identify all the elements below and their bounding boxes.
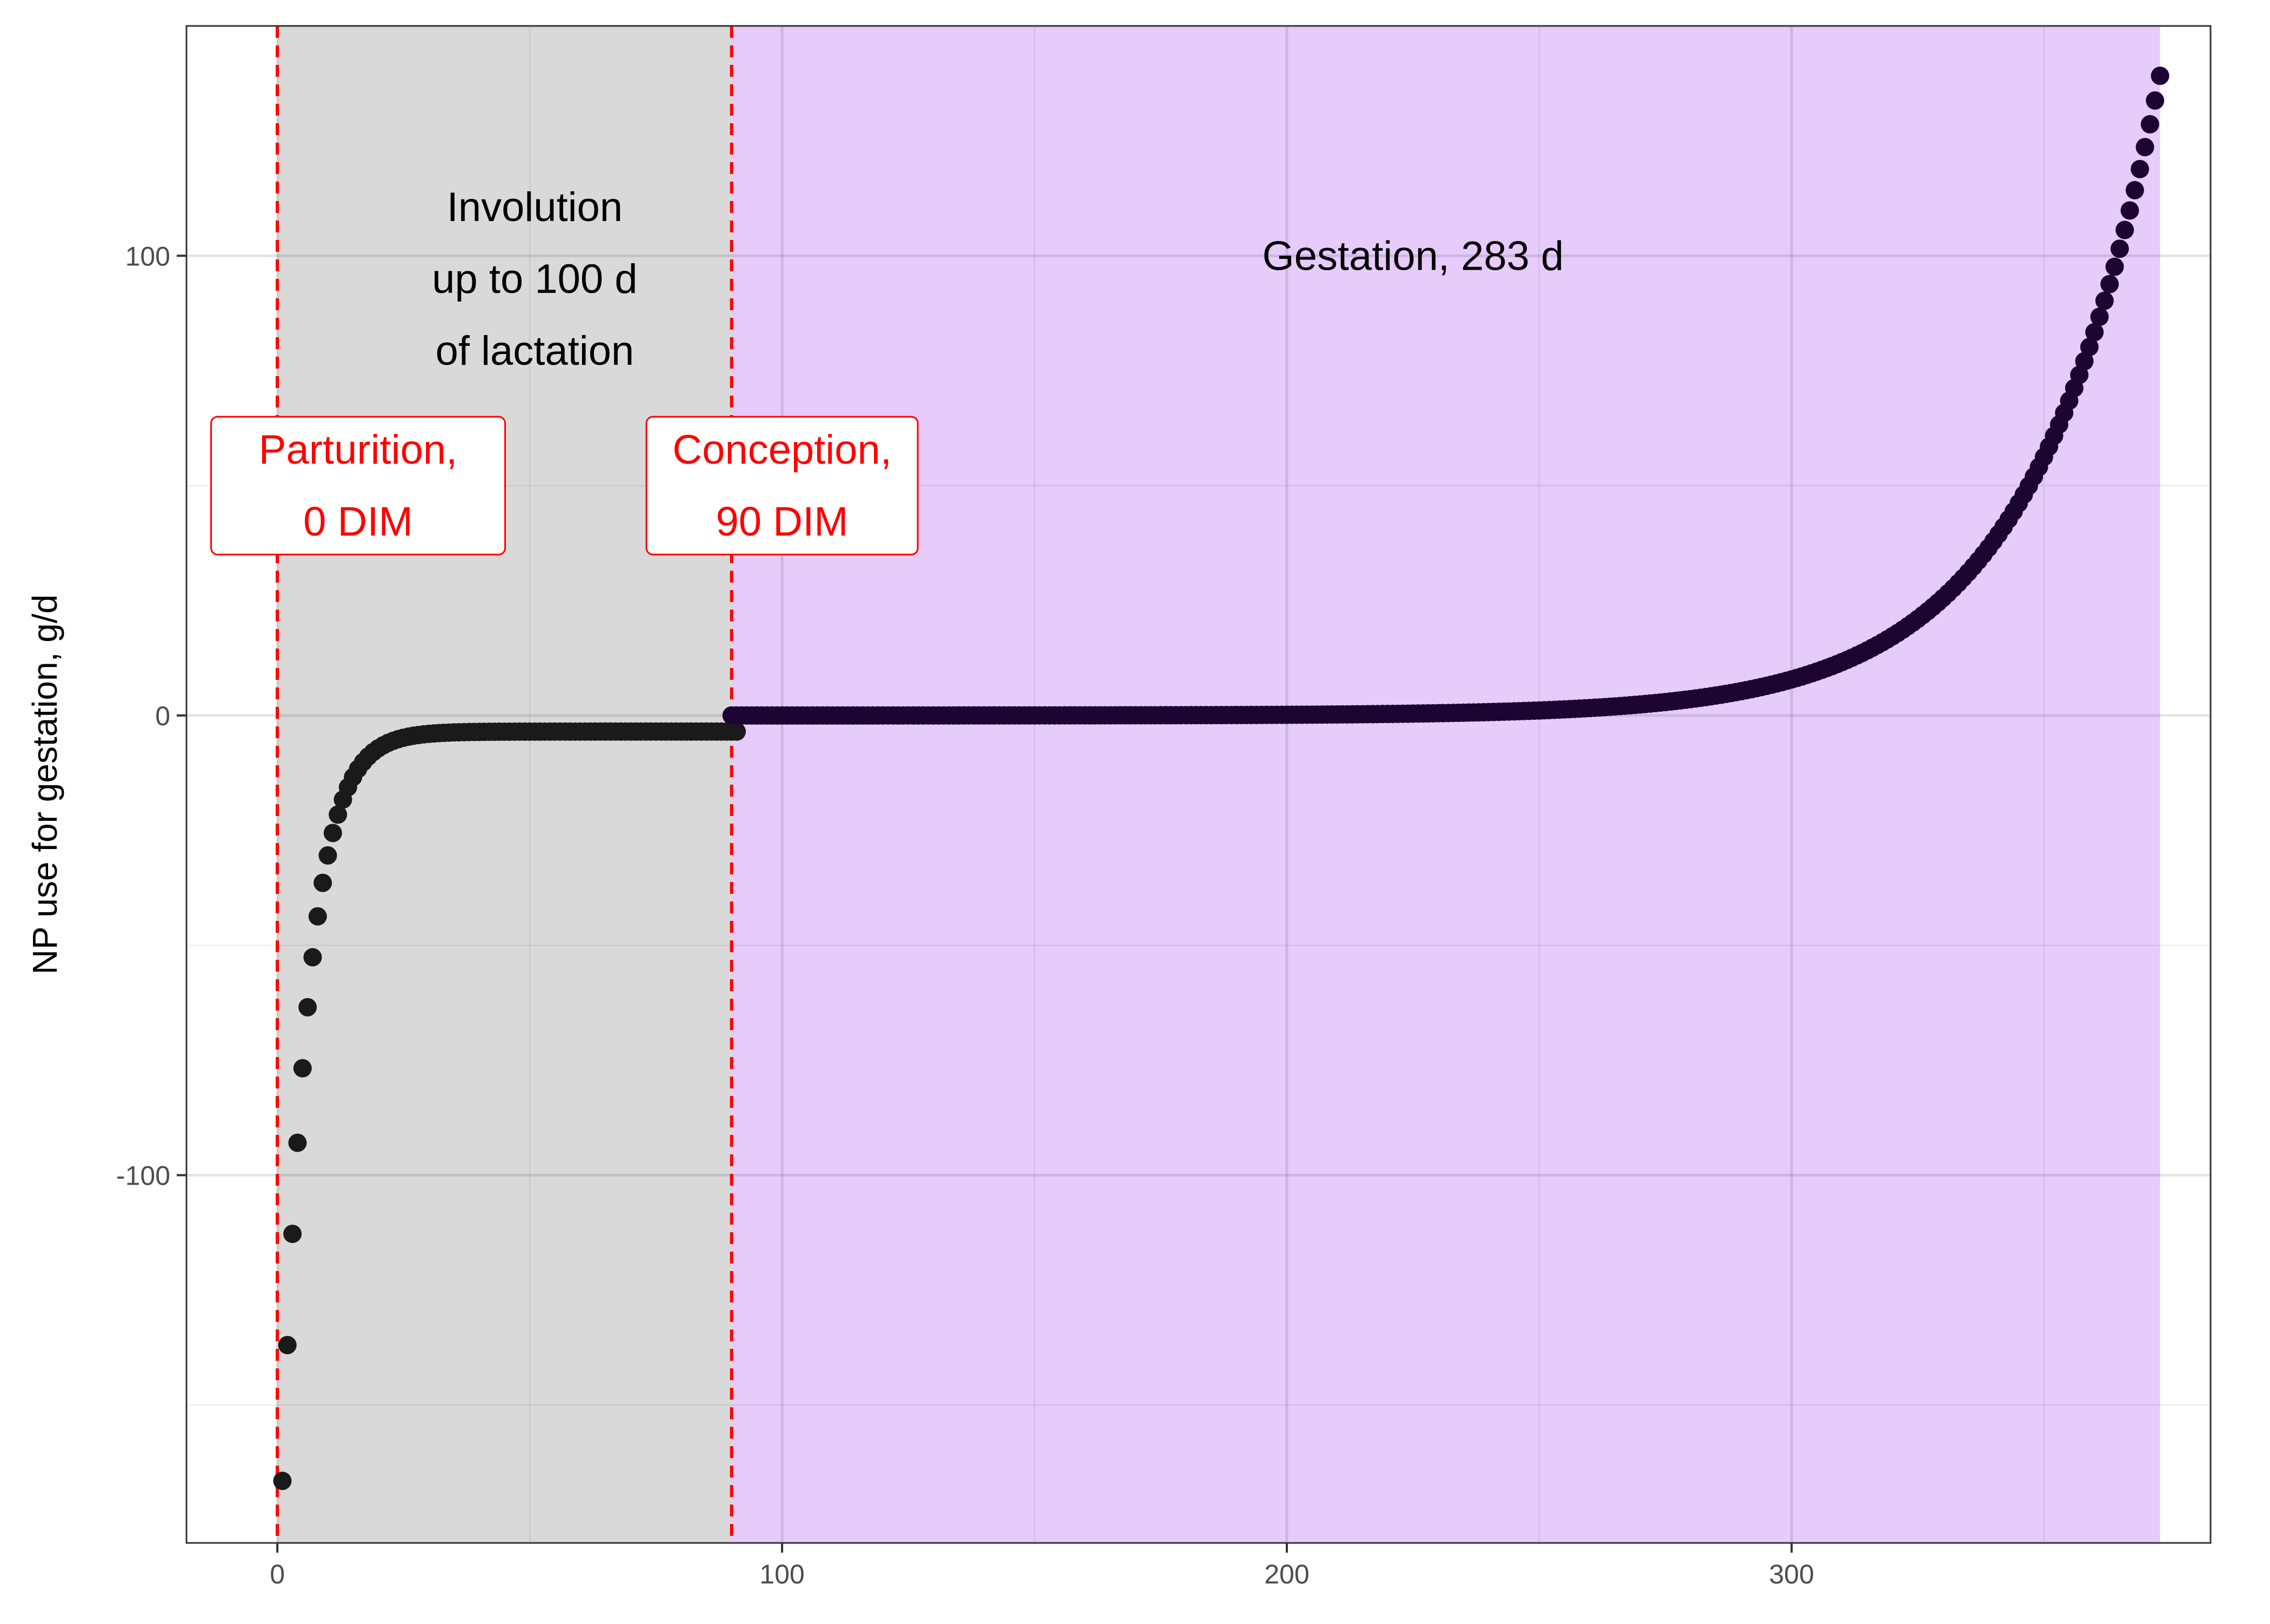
x-tick-label: 0	[270, 1559, 285, 1589]
x-tick-label: 100	[759, 1559, 804, 1589]
data-point	[2135, 138, 2154, 157]
data-point	[303, 948, 322, 967]
grid-lines	[186, 26, 2211, 1543]
data-point	[2085, 323, 2104, 342]
annotations: Involution up to 100 d of lactation Gestati…	[210, 184, 1564, 556]
y-axis-title: NP use for gestation, g/d	[25, 594, 64, 974]
data-point	[288, 1133, 307, 1152]
data-point	[2095, 291, 2114, 310]
y-tick-label: 0	[155, 701, 170, 731]
event-label-box	[210, 416, 506, 556]
data-point	[727, 722, 746, 741]
data-point	[2120, 201, 2139, 220]
y-tick-label: 100	[125, 241, 170, 271]
data-point	[313, 873, 332, 892]
data-point	[2125, 181, 2144, 199]
data-point	[2075, 352, 2094, 371]
axes: 0 100 200 300 -100 0 100	[116, 241, 1814, 1589]
data-point	[2110, 239, 2129, 258]
data-point	[318, 846, 337, 865]
data-point	[293, 1059, 312, 1078]
data-points	[273, 66, 2169, 1491]
event-label-box	[645, 416, 919, 556]
data-point	[2151, 66, 2169, 85]
x-tick-label: 300	[1769, 1559, 1814, 1589]
data-point	[2131, 159, 2149, 178]
data-point	[273, 1472, 292, 1491]
data-point	[2080, 338, 2099, 357]
event-label: Conception, 90 DIM	[672, 427, 892, 545]
involution-label: Involution up to 100 d of lactation	[432, 184, 637, 374]
data-point	[2100, 275, 2119, 293]
gestation-band	[731, 26, 2160, 1543]
data-point	[2115, 220, 2134, 239]
data-point	[2105, 257, 2124, 276]
data-point	[2090, 308, 2109, 326]
data-point	[323, 824, 342, 843]
event-label: Parturition, 0 DIM	[259, 427, 458, 545]
data-point	[298, 998, 317, 1017]
data-point	[329, 805, 348, 824]
panel-border	[185, 25, 2212, 1544]
data-point	[278, 1335, 297, 1354]
data-point	[283, 1225, 302, 1244]
data-point	[2146, 91, 2165, 110]
data-point	[2140, 115, 2159, 133]
data-point	[308, 907, 327, 926]
y-tick-label: -100	[116, 1161, 170, 1191]
x-tick-label: 200	[1264, 1559, 1309, 1589]
gestation-label: Gestation, 283 d	[1263, 233, 1564, 279]
region-bands	[277, 26, 2160, 1543]
